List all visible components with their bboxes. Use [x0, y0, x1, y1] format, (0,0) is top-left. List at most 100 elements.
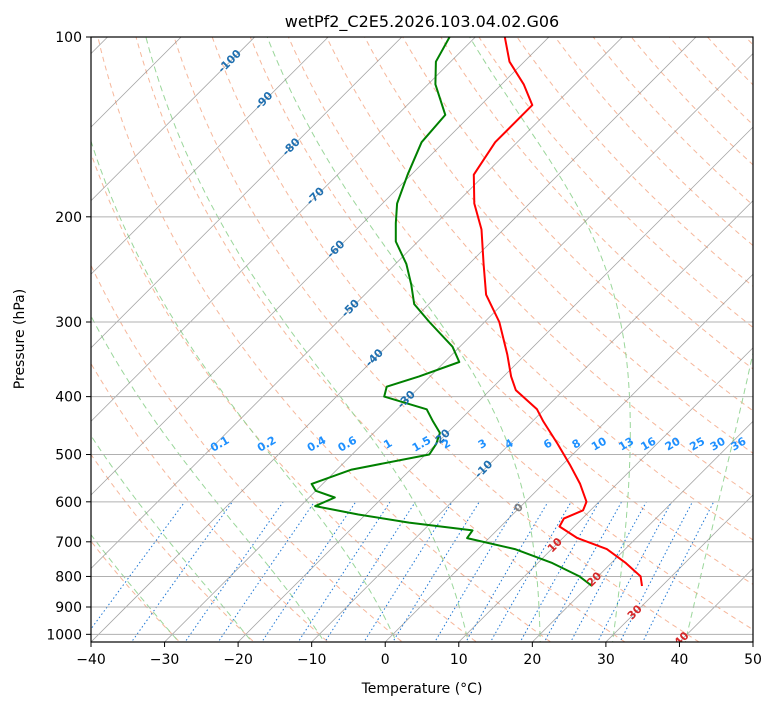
- moist-adiabat: [469, 37, 631, 642]
- mixing-ratio-label: 13: [616, 435, 636, 454]
- x-tick-label: 30: [597, 652, 615, 668]
- isotherm-line: [91, 37, 550, 496]
- x-tick-label: −30: [150, 652, 180, 668]
- isotherm-label: -100: [215, 47, 244, 76]
- isotherm-line: [91, 37, 624, 570]
- mixing-ratio-line: [217, 501, 315, 642]
- mixing-ratio-label: 0.2: [255, 434, 278, 455]
- temperature-line: [472, 37, 643, 587]
- x-tick-label: 0: [381, 652, 390, 668]
- y-axis-label: Pressure (hPa): [12, 289, 28, 389]
- mixing-ratio-line: [465, 501, 549, 642]
- mixing-ratio-label: 2: [440, 437, 453, 452]
- x-tick-label: 40: [671, 652, 689, 668]
- dry-adiabat: [478, 37, 753, 329]
- mixing-ratio-label: 30: [708, 434, 728, 453]
- mixing-ratio-label: 10: [589, 434, 609, 453]
- dry-adiabat: [97, 37, 552, 642]
- mixing-ratio-line: [130, 501, 233, 642]
- mixing-ratio-line: [434, 501, 520, 642]
- profiles: [310, 37, 643, 587]
- mixing-ratio-label: 25: [687, 435, 707, 454]
- isotherm-line: [91, 37, 476, 422]
- dry-adiabat: [91, 362, 329, 642]
- mixing-ratio-label: 16: [639, 434, 659, 453]
- isotherm-label: -50: [339, 297, 362, 320]
- x-axis-label: Temperature (°C): [361, 681, 483, 697]
- isotherm-line: [384, 273, 753, 642]
- dry-adiabat: [249, 37, 753, 585]
- chart-title: wetPf2_C2E5.2026.103.04.02.G06: [285, 12, 559, 32]
- moist-adiabat: [757, 37, 775, 647]
- x-tick-label: 20: [523, 652, 541, 668]
- isotherm-label: -70: [304, 184, 327, 207]
- mixing-ratio-label: 0.6: [336, 433, 360, 454]
- mixing-ratio-label: 0.4: [305, 433, 329, 454]
- isotherm-line: [311, 200, 753, 642]
- isotherm-line: [531, 420, 753, 642]
- isotherm-label: -30: [395, 388, 418, 411]
- mixing-ratio-line: [91, 501, 186, 630]
- x-tick-label: 10: [450, 652, 468, 668]
- dry-adiabat: [440, 37, 753, 370]
- dry-adiabat: [771, 24, 775, 647]
- isotherm-label: 10: [545, 535, 565, 555]
- y-tick-label: 200: [55, 210, 82, 226]
- y-tick-label: 900: [55, 600, 82, 616]
- mixing-ratio-label: 0.1: [208, 434, 231, 455]
- x-tick-label: −10: [297, 652, 327, 668]
- dry-adiabat: [91, 453, 255, 642]
- moist-adiabat: [91, 533, 180, 642]
- mixing-ratio-label: 3: [476, 437, 489, 452]
- dry-adiabat: [516, 37, 753, 287]
- pressure-gridlines: [91, 36, 753, 635]
- isopleth-labels: -100-90-80-70-60-50-40-30-20-10010203040…: [208, 47, 748, 642]
- isotherm-label: 30: [625, 602, 645, 622]
- moist-adiabat: [91, 139, 397, 642]
- mixing-ratio-line: [297, 501, 391, 642]
- isotherm-label: 20: [584, 569, 604, 589]
- moist-adiabat: [266, 37, 541, 642]
- dry-adiabat: [668, 37, 753, 126]
- moist-adiabat: [684, 350, 753, 642]
- isotherm-line: [163, 52, 753, 642]
- mixing-ratio-line: [392, 501, 480, 642]
- moist-adiabat: [145, 37, 469, 642]
- mixing-ratio-line: [184, 501, 284, 642]
- x-axis: −40 −30 −20 −10 0 10 20 30 40 50: [76, 642, 762, 668]
- mixing-ratio-line: [489, 501, 572, 642]
- isotherm-line: [91, 37, 697, 642]
- y-tick-label: 700: [55, 535, 82, 551]
- dry-adiabat: [91, 152, 478, 642]
- y-axis: 100 200 300 400 500 600 700 800 900 1000: [46, 30, 91, 643]
- y-tick-label: 100: [55, 30, 82, 46]
- mixing-ratio-line: [642, 501, 715, 642]
- y-tick-label: 800: [55, 569, 82, 585]
- dry-adiabat: [706, 37, 753, 86]
- mixing-ratio-label: 20: [663, 434, 683, 453]
- x-tick-label: −40: [76, 652, 106, 668]
- dry-adiabat: [325, 37, 753, 497]
- moist-adiabat: [91, 434, 253, 642]
- dry-adiabat: [744, 37, 753, 46]
- moist-adiabat: [91, 314, 326, 642]
- y-tick-label: 500: [55, 448, 82, 464]
- mixing-ratio-line: [363, 501, 453, 642]
- isotherm-line: [91, 37, 403, 349]
- isotherm-line: [605, 494, 753, 642]
- isotherm-label: -90: [252, 89, 275, 112]
- mixing-ratio-label: 6: [541, 436, 554, 451]
- mixing-ratio-line: [619, 501, 693, 642]
- background-lines: [91, 24, 775, 647]
- dry-adiabat: [91, 264, 404, 642]
- x-tick-label: −20: [223, 652, 253, 668]
- isotherm-line: [458, 347, 753, 642]
- mixing-ratio-line: [543, 501, 623, 642]
- y-tick-label: 600: [55, 495, 82, 511]
- mixing-ratio-line: [570, 501, 647, 642]
- dewpoint-line: [310, 37, 593, 587]
- y-tick-label: 1000: [46, 627, 82, 643]
- mixing-ratio-line: [597, 501, 673, 642]
- isotherm-label: -80: [280, 135, 303, 158]
